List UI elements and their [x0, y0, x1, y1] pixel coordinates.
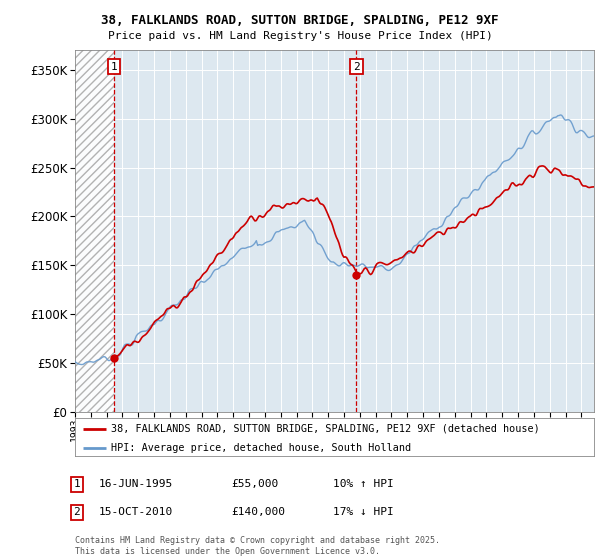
Text: 17% ↓ HPI: 17% ↓ HPI — [333, 507, 394, 517]
Text: 38, FALKLANDS ROAD, SUTTON BRIDGE, SPALDING, PE12 9XF: 38, FALKLANDS ROAD, SUTTON BRIDGE, SPALD… — [101, 14, 499, 27]
Text: 38, FALKLANDS ROAD, SUTTON BRIDGE, SPALDING, PE12 9XF (detached house): 38, FALKLANDS ROAD, SUTTON BRIDGE, SPALD… — [112, 424, 540, 434]
Text: £55,000: £55,000 — [231, 479, 278, 489]
Text: 16-JUN-1995: 16-JUN-1995 — [99, 479, 173, 489]
Bar — [75, 50, 114, 412]
Text: 1: 1 — [110, 62, 117, 72]
Text: 2: 2 — [353, 62, 360, 72]
Text: HPI: Average price, detached house, South Holland: HPI: Average price, detached house, Sout… — [112, 443, 412, 453]
Text: Contains HM Land Registry data © Crown copyright and database right 2025.
This d: Contains HM Land Registry data © Crown c… — [75, 536, 440, 556]
Text: £140,000: £140,000 — [231, 507, 285, 517]
Text: Price paid vs. HM Land Registry's House Price Index (HPI): Price paid vs. HM Land Registry's House … — [107, 31, 493, 41]
Text: 1: 1 — [73, 479, 80, 489]
Text: 15-OCT-2010: 15-OCT-2010 — [99, 507, 173, 517]
Text: 10% ↑ HPI: 10% ↑ HPI — [333, 479, 394, 489]
Text: 2: 2 — [73, 507, 80, 517]
